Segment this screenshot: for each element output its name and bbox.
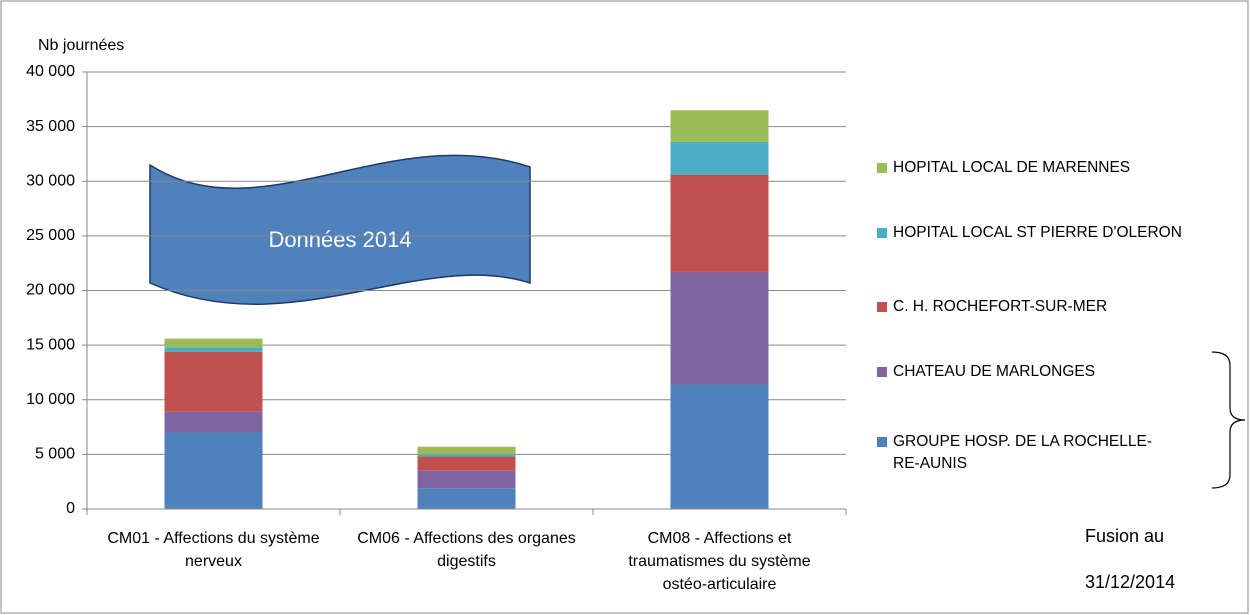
bar-segment xyxy=(417,454,516,457)
bar-segment xyxy=(417,456,516,471)
bar-segment xyxy=(417,470,516,489)
legend-swatch xyxy=(877,367,887,377)
bar-segment xyxy=(670,141,769,175)
annotation: Fusion au xyxy=(1085,526,1164,546)
bar-segment xyxy=(670,174,769,272)
y-tick-label: 30 000 xyxy=(26,172,75,189)
bar-segment xyxy=(670,271,769,385)
bar-segment xyxy=(164,432,263,509)
x-tick-label: CM06 - Affections des organes digestifs xyxy=(357,530,576,570)
y-tick-label: 10 000 xyxy=(26,391,75,408)
legend-swatch xyxy=(877,163,887,173)
x-tick-label: CM01 - Affections du système nerveux xyxy=(107,530,320,570)
annotation: 31/12/2014 xyxy=(1085,572,1175,592)
legend-label: HOPITAL LOCAL DE MARENNES xyxy=(893,159,1131,176)
y-tick-label: 20 000 xyxy=(26,282,75,299)
bar-segment xyxy=(670,110,769,142)
y-tick-label: 35 000 xyxy=(26,118,75,135)
bar-segment xyxy=(670,384,769,509)
y-tick-label: 5 000 xyxy=(35,446,75,463)
bar-segment xyxy=(164,338,263,348)
y-tick-label: 15 000 xyxy=(26,336,75,353)
y-tick-label: 25 000 xyxy=(26,227,75,244)
bar-segment xyxy=(164,351,263,412)
bar-segment xyxy=(164,347,263,352)
brace xyxy=(1211,351,1246,489)
x-tick-label: CM08 - Affections et traumatismes du sys… xyxy=(628,530,811,593)
legend-label: HOPITAL LOCAL ST PIERRE D'OLERON xyxy=(893,224,1182,241)
banner-text: Données 2014 xyxy=(268,227,411,252)
bar-segment xyxy=(164,411,263,433)
bar-segment xyxy=(417,488,516,509)
y-tick-label: 40 000 xyxy=(26,63,75,80)
y-axis-label: Nb journées xyxy=(38,37,124,54)
banner-shape xyxy=(149,154,531,305)
legend-label: GROUPE HOSP. DE LA ROCHELLE-RE-AUNIS xyxy=(893,433,1152,472)
legend-label: C. H. ROCHEFORT-SUR-MER xyxy=(893,298,1108,315)
legend-label: CHATEAU DE MARLONGES xyxy=(893,363,1096,380)
legend-swatch xyxy=(877,437,887,447)
legend-swatch xyxy=(877,228,887,238)
y-tick-label: 0 xyxy=(66,500,75,517)
bar-segment xyxy=(417,446,516,455)
legend-swatch xyxy=(877,302,887,312)
